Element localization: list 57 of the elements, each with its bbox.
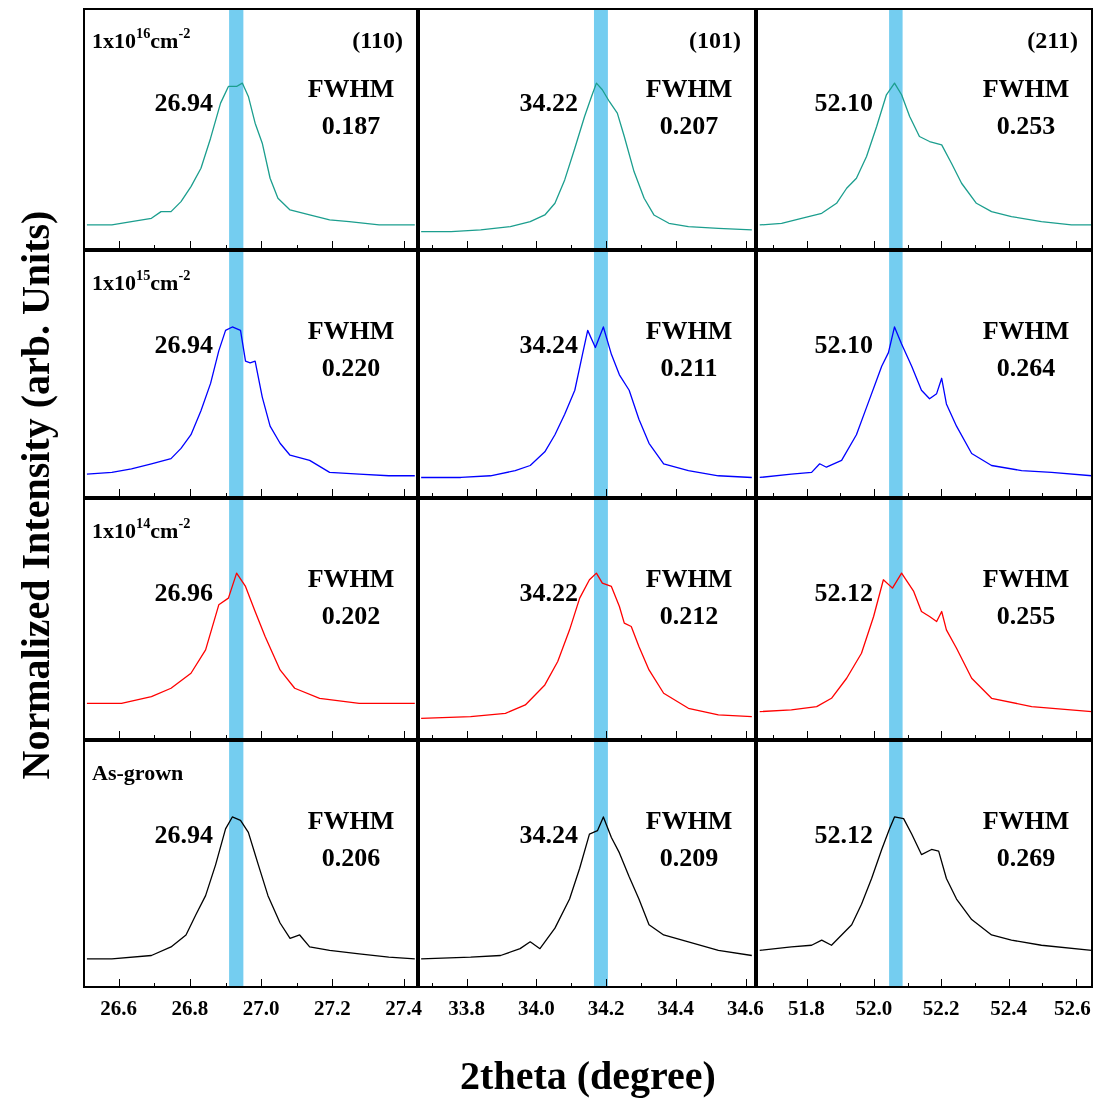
annotation: 0.202 bbox=[321, 600, 381, 630]
x-tick-label: 26.8 bbox=[171, 996, 209, 1021]
annotation: 52.10 bbox=[814, 87, 874, 117]
annotation: 26.94 bbox=[154, 819, 214, 849]
x-tick-label: 27.4 bbox=[385, 996, 422, 1021]
annotation: 0.207 bbox=[659, 110, 719, 140]
annotation: FWHM bbox=[982, 805, 1070, 835]
annotation: 34.22 bbox=[519, 577, 578, 607]
annotation: 0.255 bbox=[996, 600, 1056, 630]
annotation: 0.264 bbox=[996, 352, 1056, 382]
y-axis-title: Normalized Intensity (arb. Units) bbox=[11, 210, 59, 780]
annotation: FWHM bbox=[982, 73, 1070, 103]
text: (101) bbox=[689, 27, 741, 54]
x-tick-label: 27.0 bbox=[242, 996, 280, 1021]
x-tick-label: 33.8 bbox=[448, 996, 486, 1021]
annotation: FWHM bbox=[307, 563, 395, 593]
annotation: 34.22 bbox=[519, 87, 578, 117]
annotation: 26.96 bbox=[154, 577, 214, 607]
annotation: 0.212 bbox=[659, 600, 719, 630]
x-tick-label: 51.8 bbox=[788, 996, 825, 1021]
annotation: 26.94 bbox=[154, 329, 214, 359]
annotation: 0.187 bbox=[321, 110, 381, 140]
x-tick-label: 52.2 bbox=[922, 996, 960, 1021]
annotation: 52.12 bbox=[814, 577, 874, 607]
annotation: FWHM bbox=[307, 805, 395, 835]
x-tick-label: 26.6 bbox=[100, 996, 137, 1021]
text: (110) bbox=[352, 27, 404, 54]
x-tick-label: 52.0 bbox=[855, 996, 893, 1021]
x-tick-label: 27.2 bbox=[313, 996, 351, 1021]
annotation: FWHM bbox=[645, 315, 733, 345]
annotation: 52.12 bbox=[814, 819, 874, 849]
annotation: 52.10 bbox=[814, 329, 874, 359]
annotation: 34.24 bbox=[519, 329, 578, 359]
x-tick-label: 52.6 bbox=[1054, 996, 1091, 1021]
x-tick-label: 34.2 bbox=[587, 996, 625, 1021]
annotation: FWHM bbox=[982, 563, 1070, 593]
x-tick-label: 34.6 bbox=[727, 996, 764, 1021]
annotation: FWHM bbox=[307, 73, 395, 103]
x-tick-label: 34.4 bbox=[657, 996, 695, 1021]
annotation: FWHM bbox=[645, 73, 733, 103]
text: As-grown bbox=[92, 759, 184, 785]
annotation: 0.269 bbox=[996, 842, 1056, 872]
annotation: 0.209 bbox=[659, 842, 719, 872]
annotation: 0.211 bbox=[660, 352, 718, 382]
annotation: FWHM bbox=[307, 315, 395, 345]
text: (211) bbox=[1027, 27, 1079, 54]
annotation: 34.24 bbox=[519, 819, 578, 849]
annotation: FWHM bbox=[645, 805, 733, 835]
annotation: FWHM bbox=[982, 315, 1070, 345]
x-axis-title: 2theta (degree) bbox=[460, 1051, 716, 1099]
annotation: 0.206 bbox=[321, 842, 381, 872]
x-tick-label: 52.4 bbox=[990, 996, 1027, 1021]
annotation: 0.253 bbox=[996, 110, 1056, 140]
annotation: 0.220 bbox=[321, 352, 381, 382]
x-tick-label: 34.0 bbox=[517, 996, 555, 1021]
annotation: FWHM bbox=[645, 563, 733, 593]
annotation: 26.94 bbox=[154, 87, 214, 117]
